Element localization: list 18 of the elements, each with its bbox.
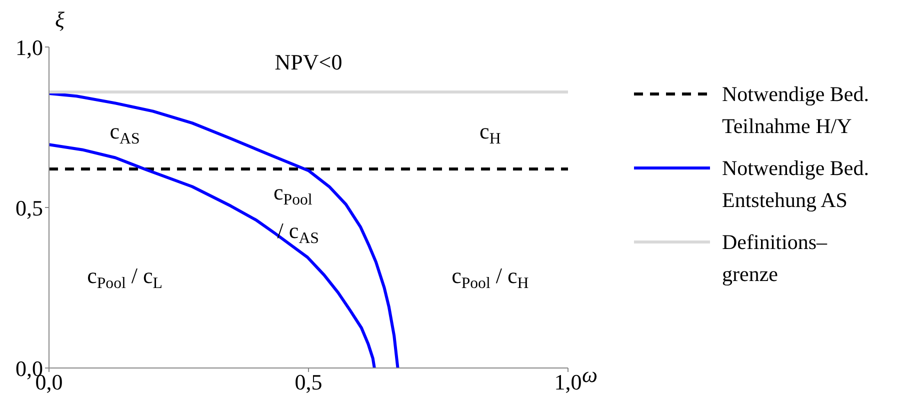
annotation: c$_{Pool}$ / c$_{L}$ [87, 262, 162, 292]
legend-label: Definitions–grenze [722, 229, 827, 288]
x-tick-label: 0,5 [294, 370, 322, 395]
annotation: c$_{Pool}$ [274, 178, 313, 208]
annotation: / c$_{AS}$ [277, 217, 319, 247]
x-tick-label: 1,0 [554, 370, 582, 395]
y-axis-title: ξ [55, 7, 65, 32]
y-tick-label: 0,5 [16, 195, 43, 220]
legend-label: Notwendige Bed. Entstehung AS [722, 155, 869, 214]
y-tick-label: 1,0 [16, 34, 43, 60]
annotation: c$_{AS}$ [110, 118, 140, 148]
line-series [49, 92, 400, 368]
x-axis-title: ω [582, 362, 598, 387]
line-series [49, 143, 376, 368]
annotation: NPV<0 [274, 48, 342, 74]
annotation: c$_{Pool}$ / c$_{H}$ [452, 262, 529, 292]
legend-label: Notwendige Bed. Teilnahme H/Y [722, 81, 869, 140]
annotation: c$_{H}$ [480, 118, 501, 148]
